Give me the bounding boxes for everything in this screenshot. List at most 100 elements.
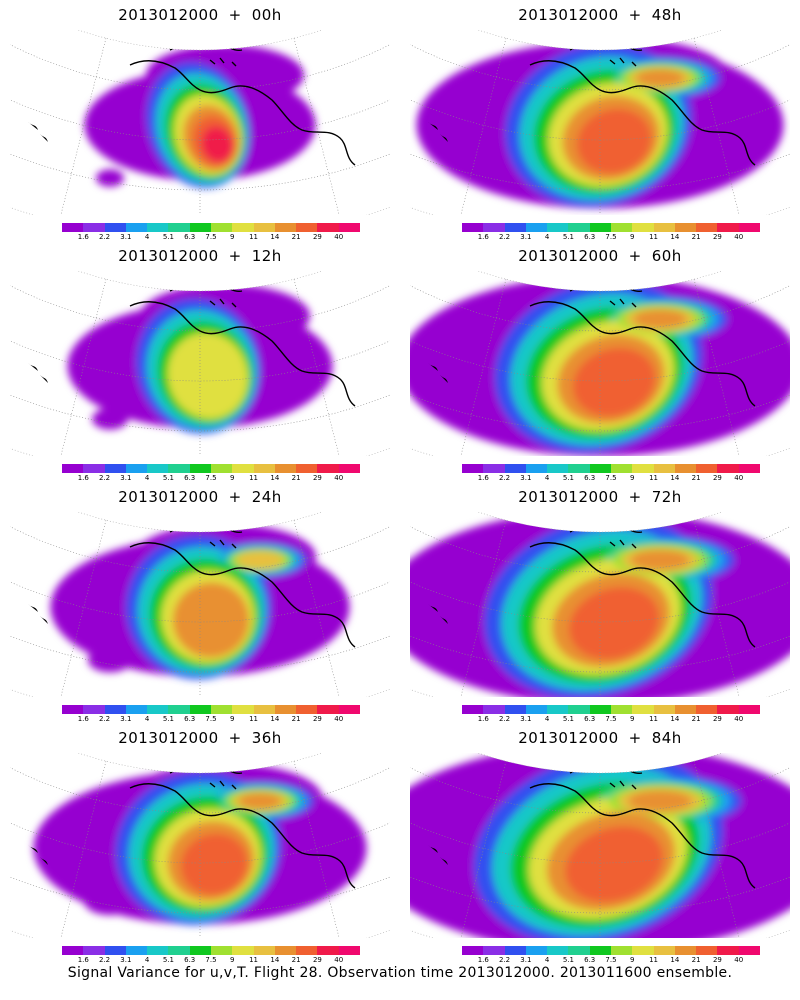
colorbar-ticks: 1.6 2.2 3.1 4 5.1 6.3 7.5 9 11 14 21 29 40	[462, 715, 760, 725]
map-panel-00h: 2013012000 +00h 1.6 2.2 3.1 4 5.1 6.3 7.5 9 11 14 21…	[0, 0, 400, 245]
colorbar-swatch	[232, 464, 254, 473]
colorbar-tick-label: 11	[249, 233, 259, 241]
colorbar-swatch	[589, 223, 611, 232]
colorbar-swatch	[632, 705, 654, 714]
colorbar-swatch	[62, 464, 84, 473]
colorbar-swatch	[696, 223, 718, 232]
colorbar-swatch	[168, 464, 190, 473]
colorbar-ticks: 1.6 2.2 3.1 4 5.1 6.3 7.5 9 11 14 21 29 40	[462, 956, 760, 966]
colorbar-tick-label: 11	[649, 715, 659, 723]
colorbar-tick-label: 29	[712, 715, 722, 723]
colorbar-tick-label: 3.1	[120, 956, 132, 964]
colorbar-swatch	[738, 705, 760, 714]
colorbar-tick-label: 2.2	[98, 474, 111, 482]
colorbar-swatch	[147, 705, 169, 714]
panel-lead-time: 24h	[251, 488, 282, 506]
colorbar-swatch	[147, 464, 169, 473]
colorbar-tick-label: 9	[630, 956, 635, 964]
colorbar-swatch	[568, 705, 590, 714]
colorbar-tick-label: 7.5	[605, 233, 617, 241]
panel-date: 2013012000	[518, 247, 619, 265]
colorbar-tick-label: 7.5	[205, 233, 217, 241]
panel-plus: +	[228, 247, 242, 265]
colorbar-tick-label: 3.1	[120, 715, 132, 723]
variance-map	[410, 753, 790, 938]
colorbar-swatch	[653, 464, 675, 473]
colorbar-tick-label: 4	[544, 715, 550, 723]
colorbar-tick-label: 40	[334, 474, 344, 482]
colorbar-swatch	[296, 946, 318, 955]
panel-title: 2013012000 +12h	[0, 247, 400, 265]
colorbar-swatch	[189, 223, 211, 232]
colorbar-swatch	[125, 705, 148, 714]
colorbar-tick-label: 29	[312, 474, 322, 482]
colorbar-tick-label: 3.1	[520, 233, 532, 241]
variance-map	[10, 30, 390, 215]
colorbar-swatch	[83, 464, 105, 473]
colorbar-tick-label: 6.3	[184, 715, 196, 723]
colorbar-swatch	[125, 223, 148, 232]
colorbar-tick-label: 40	[734, 715, 744, 723]
colorbar-swatch	[125, 946, 148, 955]
colorbar-tick-label: 7.5	[605, 956, 617, 964]
map-panel-84h: 2013012000 +84h 1.6 2.2 3.1 4 5.1 6.3 7.5 9 11 14 21…	[400, 723, 800, 968]
colorbar	[462, 946, 760, 955]
panel-plus: +	[228, 729, 242, 747]
colorbar	[462, 464, 760, 473]
colorbar-swatch	[338, 223, 360, 232]
colorbar-tick-label: 5.1	[162, 956, 174, 964]
panel-lead-time: 36h	[251, 729, 282, 747]
colorbar-swatch	[462, 223, 484, 232]
colorbar	[62, 464, 360, 473]
colorbar-swatch	[568, 946, 590, 955]
panel-date: 2013012000	[118, 247, 219, 265]
panel-lead-time: 00h	[251, 6, 282, 24]
colorbar-tick-label: 7.5	[205, 715, 217, 723]
colorbar-tick-label: 1.6	[477, 715, 489, 723]
panel-title: 2013012000 +84h	[400, 729, 800, 747]
colorbar-tick-label: 9	[630, 233, 635, 241]
colorbar-swatch	[525, 464, 548, 473]
colorbar-swatch	[210, 705, 233, 714]
colorbar-tick-label: 4	[144, 956, 150, 964]
colorbar	[62, 223, 360, 232]
colorbar-swatch	[610, 946, 633, 955]
map-panel-72h: 2013012000 +72h 1.6 2.2 3.1 4 5.1 6.3 7.5 9 11 14 21…	[400, 482, 800, 727]
colorbar-tick-label: 14	[270, 474, 280, 482]
colorbar-tick-label: 21	[291, 233, 301, 241]
colorbar-tick-label: 6.3	[584, 233, 596, 241]
variance-map	[10, 753, 390, 938]
colorbar-tick-label: 5.1	[162, 474, 174, 482]
colorbar-swatch	[696, 464, 718, 473]
panel-date: 2013012000	[118, 488, 219, 506]
colorbar-swatch	[168, 705, 190, 714]
colorbar-swatch	[83, 705, 105, 714]
colorbar-swatch	[717, 464, 739, 473]
colorbar-tick-label: 29	[712, 474, 722, 482]
colorbar-tick-label: 7.5	[205, 474, 217, 482]
colorbar-tick-label: 14	[270, 233, 280, 241]
panel-plus: +	[228, 6, 242, 24]
colorbar-tick-label: 40	[334, 715, 344, 723]
panel-title: 2013012000 +00h	[0, 6, 400, 24]
colorbar-swatch	[504, 223, 526, 232]
colorbar-tick-label: 1.6	[77, 474, 89, 482]
panel-title: 2013012000 +24h	[0, 488, 400, 506]
variance-map	[410, 30, 790, 215]
colorbar-tick-label: 4	[544, 956, 550, 964]
colorbar-tick-label: 11	[649, 956, 659, 964]
colorbar-tick-label: 4	[544, 233, 550, 241]
colorbar-swatch	[274, 946, 297, 955]
panel-plus: +	[628, 247, 642, 265]
colorbar-tick-label: 29	[712, 956, 722, 964]
colorbar-tick-label: 6.3	[184, 474, 196, 482]
colorbar-tick-label: 3.1	[520, 956, 532, 964]
colorbar-swatch	[253, 946, 275, 955]
panel-lead-time: 84h	[651, 729, 682, 747]
colorbar-swatch	[338, 464, 360, 473]
colorbar-tick-label: 29	[312, 715, 322, 723]
colorbar-tick-label: 1.6	[77, 233, 89, 241]
colorbar	[62, 705, 360, 714]
panel-title: 2013012000 +48h	[400, 6, 800, 24]
colorbar-tick-label: 1.6	[77, 956, 89, 964]
